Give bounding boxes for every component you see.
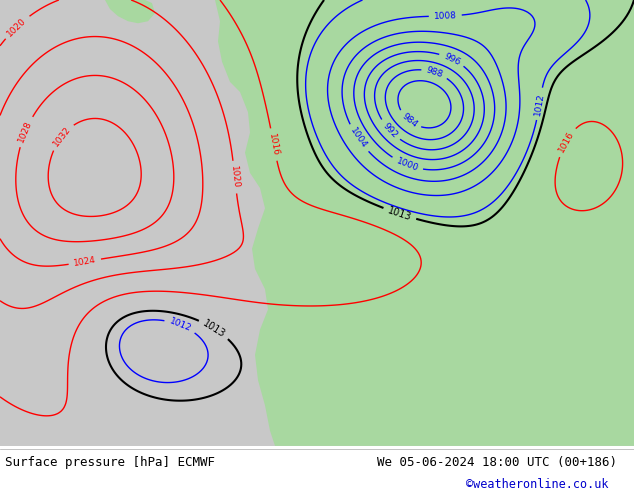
Text: 1020: 1020 bbox=[229, 165, 240, 189]
Polygon shape bbox=[228, 23, 242, 69]
Text: 1012: 1012 bbox=[533, 92, 546, 116]
Text: 992: 992 bbox=[381, 121, 399, 140]
Text: 1013: 1013 bbox=[387, 205, 413, 222]
Text: 1020: 1020 bbox=[6, 16, 29, 38]
Polygon shape bbox=[310, 0, 510, 291]
Text: We 05-06-2024 18:00 UTC (00+186): We 05-06-2024 18:00 UTC (00+186) bbox=[377, 456, 618, 469]
Text: 988: 988 bbox=[425, 65, 444, 79]
Text: 1032: 1032 bbox=[51, 124, 72, 148]
Polygon shape bbox=[105, 0, 155, 23]
Text: 1008: 1008 bbox=[434, 11, 457, 21]
Text: 1016: 1016 bbox=[557, 130, 576, 154]
Text: 1004: 1004 bbox=[348, 126, 368, 150]
Text: Surface pressure [hPa] ECMWF: Surface pressure [hPa] ECMWF bbox=[5, 456, 215, 469]
Text: 1012: 1012 bbox=[168, 317, 193, 334]
Text: 984: 984 bbox=[400, 112, 418, 129]
Text: 1016: 1016 bbox=[267, 132, 280, 157]
Text: 1013: 1013 bbox=[201, 318, 227, 340]
Text: 1028: 1028 bbox=[17, 120, 34, 144]
Polygon shape bbox=[215, 0, 634, 446]
Text: 996: 996 bbox=[443, 51, 462, 67]
Text: 1024: 1024 bbox=[73, 255, 97, 268]
Text: 1000: 1000 bbox=[395, 156, 420, 173]
Polygon shape bbox=[245, 0, 256, 11]
Text: ©weatheronline.co.uk: ©weatheronline.co.uk bbox=[466, 478, 609, 490]
Polygon shape bbox=[247, 0, 282, 92]
